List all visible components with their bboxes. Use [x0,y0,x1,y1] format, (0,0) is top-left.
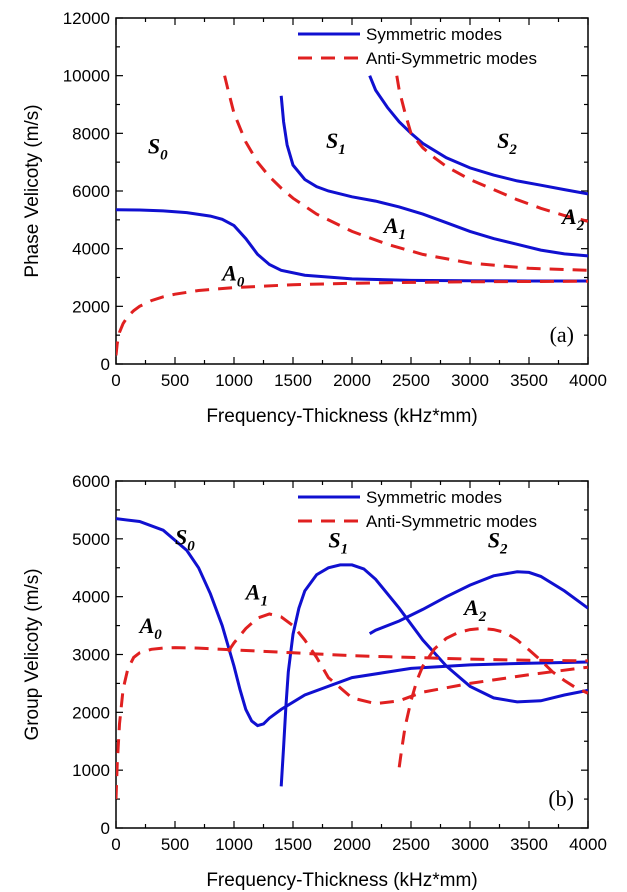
panel-label: (a) [550,322,574,347]
mode-label-base: A [462,595,479,620]
mode-label-S2: S2 [497,128,517,158]
mode-label-S1: S1 [326,128,346,158]
mode-label-subscript: 0 [187,539,195,555]
mode-label-subscript: 0 [154,627,162,643]
y-tick-label: 0 [101,819,110,838]
series-A1-anti-symmetric [223,75,588,272]
x-tick-label: 1500 [274,371,312,390]
y-tick-label: 0 [101,355,110,374]
x-tick-label: 3000 [451,835,489,854]
x-tick-label: 500 [161,371,189,390]
x-tick-label: 500 [161,835,189,854]
series-S0-symmetric [116,517,588,728]
x-tick-label: 1500 [274,835,312,854]
y-tick-label: 4000 [72,240,110,259]
y-axis-title: Phase Velicoty (m/s) [22,104,43,277]
x-tick-label: 0 [111,835,120,854]
x-tick-label: 3500 [510,835,548,854]
panel-a-phase-velocity: 0 500 1000 1500 2000 2500 3000 3500 4000 0 2000 400… [22,9,607,427]
x-axis-title: Frequency-Thickness (kHz*mm) [206,406,477,427]
mode-label-subscript: 2 [508,142,517,158]
x-tick-label: 4000 [569,371,607,390]
mode-label-base: A [382,213,399,238]
mode-label-A0: A0 [220,260,245,290]
series-S1-symmetric [279,95,588,258]
series-A2-anti-symmetric [397,626,588,768]
y-tick-label: 2000 [72,297,110,316]
y-tick-label: 3000 [72,646,110,665]
x-tick-label: 1000 [215,371,253,390]
plot-frame [115,17,589,365]
mode-label-A2: A2 [560,204,585,234]
mode-label-A1: A1 [244,580,268,610]
mode-label-subscript: 0 [160,148,168,164]
x-tick-label: 2500 [392,371,430,390]
y-tick-label: 2000 [72,703,110,722]
mode-label-S1: S1 [328,528,348,558]
y-tick-label: 10000 [63,67,110,86]
series-group [116,517,588,800]
x-tick-label: 2500 [392,835,430,854]
series-A1-anti-symmetric [226,612,588,706]
series-S0-symmetric [116,208,588,283]
x-tick-label: 2000 [333,835,371,854]
mode-label-base: A [220,260,237,285]
y-tick-label: 12000 [63,9,110,28]
mode-label-A1: A1 [382,213,406,243]
mode-label-base: S [488,528,500,553]
mode-label-A0: A0 [138,613,163,643]
mode-label-subscript: 1 [260,594,268,610]
mode-label-base: A [244,580,261,605]
series-S2-symmetric [368,75,588,196]
legend-symmetric-label: Symmetric modes [366,25,502,44]
mode-label-A2: A2 [462,595,487,625]
mode-label-base: S [497,128,509,153]
series-group [116,75,588,356]
legend-anti-symmetric-label: Anti-Symmetric modes [366,49,537,68]
mode-label-S0: S0 [175,525,195,555]
mode-label-subscript: 2 [499,542,508,558]
x-tick-label: 0 [111,371,120,390]
mode-label-subscript: 0 [237,274,245,290]
series-A2-anti-symmetric [395,75,588,223]
legend-symmetric-label: Symmetric modes [366,488,502,507]
mode-label-subscript: 1 [341,542,349,558]
x-axis-title: Frequency-Thickness (kHz*mm) [206,870,477,891]
x-tick-label: 1000 [215,835,253,854]
y-axis-title: Group Velicoty (m/s) [22,568,43,740]
mode-label-base: S [328,528,340,553]
mode-label-subscript: 2 [576,218,585,234]
y-tick-label: 6000 [72,182,110,201]
mode-label-S0: S0 [148,134,168,164]
x-tick-label: 3000 [451,371,489,390]
x-tick-label: 2000 [333,371,371,390]
y-tick-label: 1000 [72,761,110,780]
y-tick-label: 4000 [72,588,110,607]
series-A0-anti-symmetric [116,646,588,800]
mode-label-base: A [138,613,155,638]
mode-label-base: A [560,204,577,229]
y-tick-label: 5000 [72,530,110,549]
y-tick-label: 8000 [72,124,110,143]
panel-b-group-velocity: 0 500 1000 1500 2000 2500 3000 3500 400001000200… [22,472,607,891]
mode-label-base: S [175,525,187,550]
y-tick-label: 6000 [72,472,110,491]
x-tick-label: 4000 [569,835,607,854]
mode-label-subscript: 2 [478,609,487,625]
series-S2-symmetric [368,570,588,635]
mode-label-subscript: 1 [338,142,346,158]
legend-anti-symmetric-label: Anti-Symmetric modes [366,512,537,531]
series-A0-anti-symmetric [116,279,588,356]
mode-label-S2: S2 [488,528,508,558]
mode-label-base: S [326,128,338,153]
mode-label-subscript: 1 [399,227,407,243]
panel-label: (b) [548,786,574,811]
mode-label-base: S [148,134,160,159]
x-tick-label: 3500 [510,371,548,390]
